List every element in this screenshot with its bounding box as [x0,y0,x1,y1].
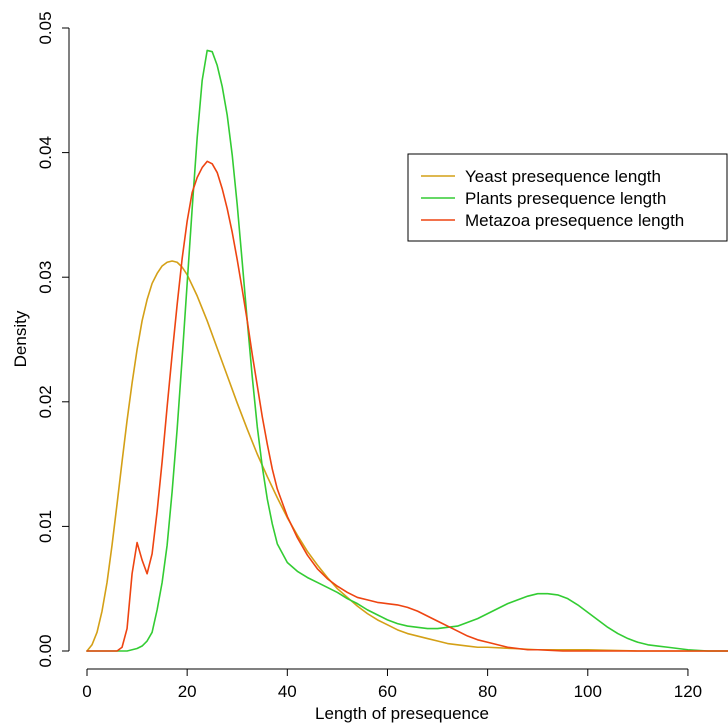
x-axis: 0 20 40 60 80 100 120 [82,668,702,701]
series-line-plants [86,49,728,652]
x-tick-label: 80 [478,682,497,701]
legend-label: Plants presequence length [465,189,666,208]
series-line-yeast [86,260,728,652]
x-tick-label: 100 [574,682,602,701]
x-tick-label: 120 [674,682,702,701]
legend-label: Yeast presequence length [465,167,661,186]
y-axis-title: Density [11,310,30,367]
x-axis-title: Length of presequence [315,704,489,723]
y-axis: 0.00 0.01 0.02 0.03 0.04 0.05 [36,11,70,668]
x-tick-label: 0 [82,682,91,701]
x-tick-label: 60 [378,682,397,701]
legend-label: Metazoa presequence length [465,211,684,230]
y-tick-label: 0.02 [36,385,55,418]
legend: Yeast presequence length Plants presequen… [407,153,728,242]
y-tick-label: 0.03 [36,261,55,294]
x-tick-label: 40 [278,682,297,701]
series-layer [86,49,728,652]
y-tick-label: 0.01 [36,510,55,543]
y-tick-label: 0.05 [36,11,55,44]
series-line-metazoa [86,160,728,652]
x-tick-label: 20 [178,682,197,701]
y-tick-label: 0.00 [36,634,55,667]
legend-box [407,153,728,242]
y-tick-label: 0.04 [36,136,55,169]
